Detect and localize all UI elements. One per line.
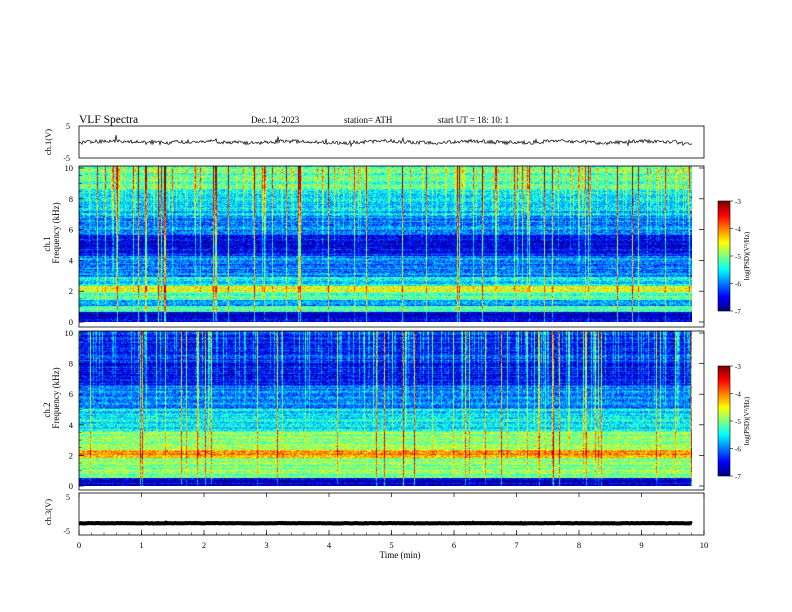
- x-tick-label: 4: [327, 540, 332, 550]
- ch1-spec-ytick-label: 10: [65, 163, 74, 173]
- ch1-colorbar-tick-label: -7: [735, 308, 741, 316]
- ch3-waveform-line: [78, 520, 693, 526]
- ch1-spectrogram-image: [79, 166, 692, 322]
- ch2-spectrogram-frame: [78, 330, 705, 491]
- ch3-waveform-panel: 5 -5 ch.3(V) 0 1 2 3 4 5 6 7 8 9 10 Time (min): [43, 492, 709, 560]
- ch2-spectrogram-image: [79, 331, 692, 486]
- ch1-spec-ytick-label: 6: [69, 225, 73, 235]
- ch1-spec-ylabel-channel: ch.1: [42, 236, 52, 251]
- ch1-waveform-line: [78, 135, 693, 148]
- ch1-spec-ytick-label: 4: [69, 255, 74, 265]
- ch2-colorbar-tick-label: -5: [735, 418, 741, 426]
- ch1-spectrogram-panel: 0 2 4 6 8 10 ch.1 Frequency (kHz): [42, 163, 705, 328]
- ch2-colorbar: -3 -4 -5 -6 -7 log(PSD)(V²/Hz): [717, 363, 751, 481]
- x-tick-label: 9: [639, 540, 643, 550]
- x-tick-label: 5: [389, 540, 393, 550]
- ch3-ytick-bottom: -5: [63, 527, 70, 536]
- ch1-spec-ylabel: Frequency (kHz): [51, 202, 61, 263]
- ch1-ylabel: ch.1(V): [43, 129, 53, 155]
- ch2-spec-ytick-label: 6: [69, 389, 73, 399]
- ch2-spectrogram-panel: 0 2 4 6 8 10 ch.2 Frequency (kHz): [42, 328, 705, 491]
- station-label: station= ATH: [344, 115, 393, 125]
- x-axis-label: Time (min): [380, 550, 421, 560]
- x-tick-label: 7: [514, 540, 518, 550]
- ch1-colorbar-tick-label: -4: [735, 226, 741, 234]
- x-tick-label: 2: [202, 540, 206, 550]
- ch2-colorbar-label: log(PSD)(V²/Hz): [743, 396, 751, 445]
- ch1-colorbar-tick-label: -3: [735, 198, 741, 206]
- ch1-waveform-panel: 5 -5 ch.1(V): [43, 122, 705, 163]
- ch1-spectrogram-frame: [78, 165, 705, 328]
- ch1-ytick-top: 5: [66, 122, 70, 131]
- ch1-colorbar-gradient: [718, 201, 730, 311]
- ch2-spec-ylabel: Frequency (kHz): [51, 367, 61, 428]
- ch2-colorbar-tick-label: -4: [735, 391, 741, 399]
- ch1-colorbar-label: log(PSD)(V²/Hz): [743, 231, 751, 280]
- ch3-ylabel: ch.3(V): [43, 499, 53, 525]
- ch1-spec-ytick-label: 8: [69, 194, 73, 204]
- x-tick-label: 8: [577, 540, 581, 550]
- ch1-colorbar-tick-label: -5: [735, 253, 741, 261]
- ch1-spec-ytick-label: 2: [69, 286, 73, 296]
- ch3-waveform-frame: [78, 492, 705, 536]
- x-tick-label: 1: [139, 540, 143, 550]
- ch2-spec-ytick-label: 10: [65, 328, 74, 338]
- ch2-spec-ytick-label: 0: [69, 481, 73, 491]
- ch2-colorbar-tick-label: -7: [735, 473, 741, 481]
- ch2-spec-ylabel-channel: ch.2: [42, 402, 52, 417]
- ch2-colorbar-gradient: [718, 366, 730, 476]
- x-tick-label: 0: [77, 540, 81, 550]
- ch2-colorbar-tick-label: -3: [735, 363, 741, 371]
- date-label: Dec.14, 2023: [251, 115, 300, 125]
- x-tick-label: 3: [264, 540, 268, 550]
- ch1-waveform-frame: [78, 125, 705, 159]
- figure-title: VLF Spectra: [79, 114, 138, 126]
- ch1-ytick-bottom: -5: [63, 154, 70, 163]
- ch2-spec-ytick-label: 2: [69, 450, 73, 460]
- ch1-colorbar-tick-label: -6: [735, 281, 741, 289]
- ch2-colorbar-tick-label: -6: [735, 446, 741, 454]
- ch3-ytick-top: 5: [66, 493, 70, 502]
- x-tick-label: 10: [700, 540, 709, 550]
- ch1-colorbar: -3 -4 -5 -6 -7 log(PSD)(V²/Hz): [717, 198, 751, 316]
- ch2-spec-ytick-label: 4: [69, 420, 74, 430]
- ch2-spec-ytick-label: 8: [69, 359, 73, 369]
- x-tick-label: 6: [452, 540, 456, 550]
- start-time-label: start UT = 18: 10: 1: [438, 115, 509, 125]
- ch1-spec-ytick-label: 0: [69, 317, 73, 327]
